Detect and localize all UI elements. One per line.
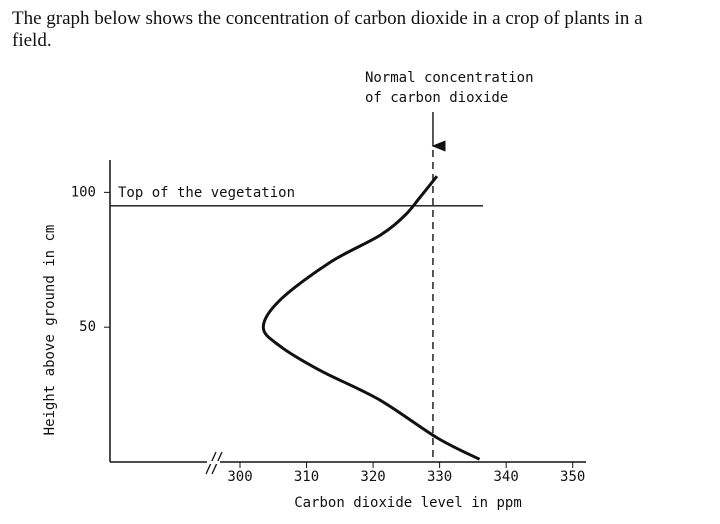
y-tick-label: 100 xyxy=(71,184,96,200)
y-axis-label: Height above ground in cm xyxy=(42,225,58,436)
data-line xyxy=(261,175,481,461)
reference-label: Normal concentration xyxy=(365,70,534,86)
x-axis-label: Carbon dioxide level in ppm xyxy=(294,495,522,511)
x-tick-label: 310 xyxy=(294,469,319,485)
reference-label: Top of the vegetation xyxy=(118,185,295,201)
y-tick-label: 50 xyxy=(79,319,96,335)
x-tick-label: 300 xyxy=(227,469,252,485)
x-tick-label: 320 xyxy=(360,469,385,485)
question-text: The graph below shows the concentration … xyxy=(12,8,643,51)
axis-break-gap xyxy=(207,461,220,464)
x-tick-label: 340 xyxy=(494,469,519,485)
x-tick-label: 350 xyxy=(560,469,585,485)
x-tick-label: 330 xyxy=(427,469,452,485)
reference-label: of carbon dioxide xyxy=(365,90,508,106)
